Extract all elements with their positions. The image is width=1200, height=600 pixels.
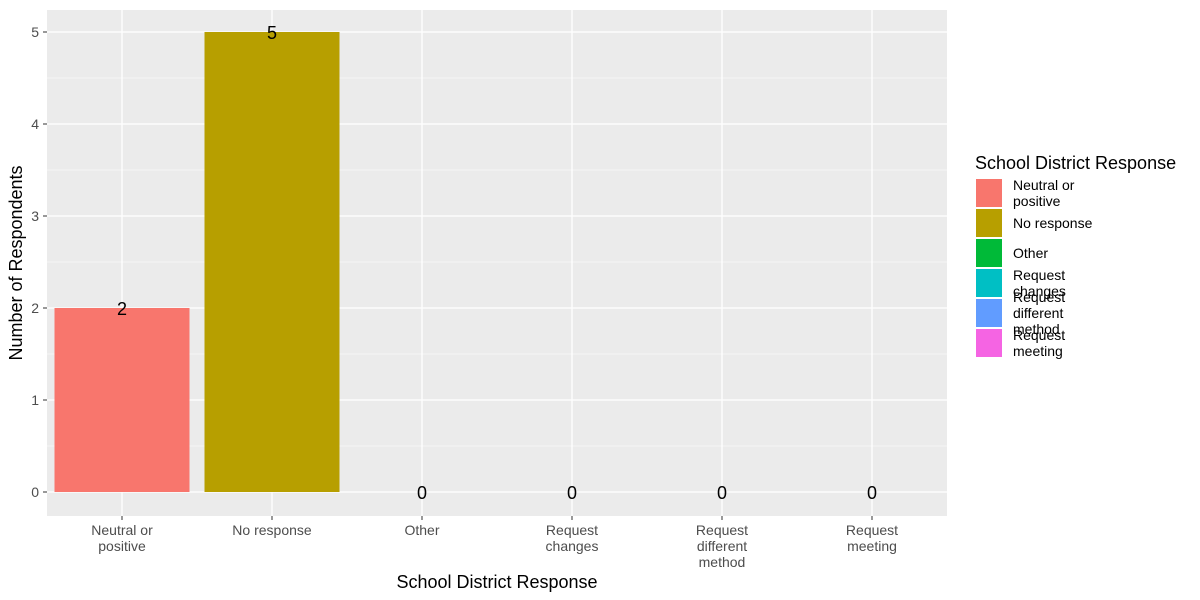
legend: School District Response Neutral or posit…: [975, 153, 1176, 359]
legend-label: No response: [1013, 215, 1093, 231]
legend-key: [976, 269, 1002, 297]
y-axis: 0 1 2 3 4 5: [31, 24, 47, 500]
x-tick-label-line: Request: [846, 522, 898, 538]
data-label: 2: [117, 299, 127, 319]
x-tick-label-line: Other: [404, 522, 439, 538]
x-axis: Neutral or positive No response Other Reques…: [91, 516, 898, 570]
legend-label-line: No response: [1013, 215, 1093, 231]
x-tick-label-line: Request: [696, 522, 748, 538]
legend-label: Request changes: [1013, 267, 1066, 299]
bar: [54, 308, 190, 492]
data-label: 0: [717, 483, 727, 503]
legend-label-line: different: [1013, 305, 1063, 321]
legend-label-line: Request: [1013, 289, 1065, 305]
y-axis-title: Number of Respondents: [6, 165, 26, 360]
x-tick-label-line: different: [697, 538, 747, 554]
legend-label: Neutral or positive: [1013, 177, 1075, 209]
x-tick-label-line: method: [699, 554, 746, 570]
legend-label: Request different method: [1013, 289, 1065, 337]
data-labels: 2 5 0 0 0 0: [117, 23, 877, 503]
x-tick-label-line: changes: [546, 538, 599, 554]
data-label: 5: [267, 23, 277, 43]
legend-key: [976, 299, 1002, 327]
legend-key: [976, 209, 1002, 237]
data-label: 0: [867, 483, 877, 503]
x-tick-label: Neutral or positive: [91, 522, 153, 554]
legend-key: [976, 239, 1002, 267]
legend-label-line: Neutral or: [1013, 177, 1075, 193]
legend-label-line: Request: [1013, 267, 1065, 283]
data-label: 0: [567, 483, 577, 503]
data-label: 0: [417, 483, 427, 503]
x-tick-label: Request meeting: [846, 522, 898, 554]
legend-title: School District Response: [975, 153, 1176, 173]
y-tick-label: 2: [31, 300, 39, 316]
x-tick-label-line: positive: [98, 538, 146, 554]
legend-label-line: changes: [1013, 283, 1066, 299]
x-tick-label-line: Request: [546, 522, 598, 538]
bars: [54, 32, 340, 492]
x-tick-label: Request different method: [696, 522, 748, 570]
grid-lines: [47, 10, 947, 516]
x-tick-label-line: No response: [232, 522, 312, 538]
x-tick-label-line: meeting: [847, 538, 897, 554]
legend-label-line: meeting: [1013, 343, 1063, 359]
legend-key: [976, 179, 1002, 207]
bar: [204, 32, 340, 492]
plot-panel: [47, 10, 947, 516]
legend-label: Request meeting: [1013, 327, 1065, 359]
y-tick-label: 5: [31, 24, 39, 40]
legend-label-line: positive: [1013, 193, 1061, 209]
legend-label-line: method: [1013, 321, 1060, 337]
x-tick-label: No response: [232, 522, 312, 538]
x-axis-title: School District Response: [396, 572, 597, 592]
legend-key: [976, 329, 1002, 357]
y-tick-label: 4: [31, 116, 39, 132]
legend-label: Other: [1013, 245, 1048, 261]
x-tick-label: Other: [404, 522, 439, 538]
x-tick-label: Request changes: [546, 522, 599, 554]
y-tick-label: 0: [31, 484, 39, 500]
legend-label-line: Request: [1013, 327, 1065, 343]
y-tick-label: 1: [31, 392, 39, 408]
y-tick-label: 3: [31, 208, 39, 224]
x-tick-label-line: Neutral or: [91, 522, 153, 538]
legend-label-line: Other: [1013, 245, 1048, 261]
